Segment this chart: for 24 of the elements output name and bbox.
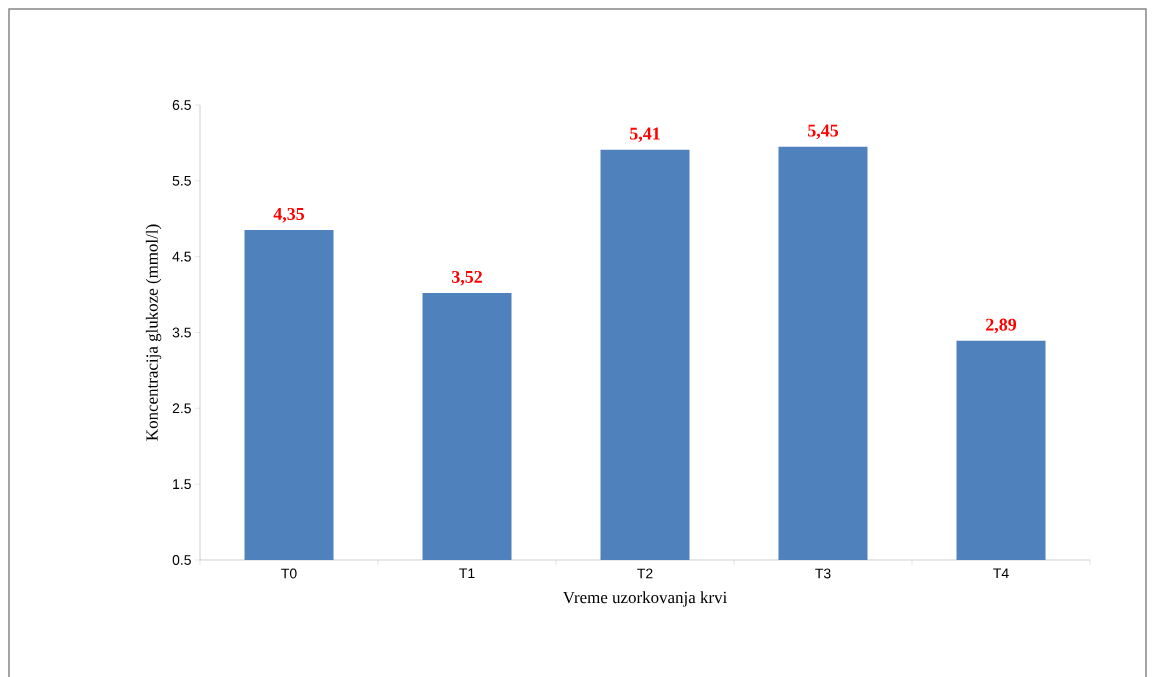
data-label: 5,41 xyxy=(630,127,660,143)
x-tick-label: T4 xyxy=(993,568,1009,579)
bar xyxy=(244,230,334,560)
y-tick-label: 1.5 xyxy=(173,479,191,490)
data-label: 5,45 xyxy=(808,124,839,140)
y-tick-label: 6.5 xyxy=(172,100,191,110)
bar xyxy=(422,293,512,560)
bar xyxy=(600,149,690,560)
bar xyxy=(778,146,868,560)
data-label: 4,35 xyxy=(273,207,305,223)
bar xyxy=(956,340,1046,560)
x-tick-label: T0 xyxy=(281,568,297,579)
y-tick-label: 3.5 xyxy=(172,327,191,338)
x-tick-label: T3 xyxy=(815,568,831,579)
y-tick-label: 5.5 xyxy=(172,175,191,186)
x-tick-label: T2 xyxy=(637,568,653,579)
y-tick-label: 4.5 xyxy=(172,251,191,262)
y-tick-label: 2.5 xyxy=(172,403,191,414)
data-label: 3,52 xyxy=(451,270,482,286)
x-tick-label: T1 xyxy=(459,568,475,579)
y-axis-title: Koncentracija glukoze (mmol/l) xyxy=(145,224,162,441)
data-label: 2,89 xyxy=(986,318,1017,334)
y-tick-label: 0.5 xyxy=(172,555,191,565)
x-axis-title: Vreme uzorkovanja krvi xyxy=(562,591,727,607)
